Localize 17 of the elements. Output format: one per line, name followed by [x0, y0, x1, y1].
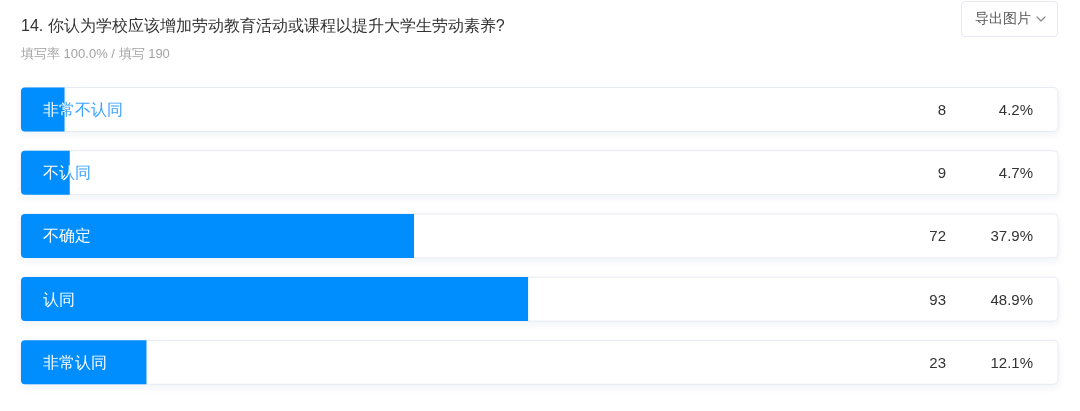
y-tick-label: 不确定 [43, 227, 91, 245]
chart-title: 14. 你认为学校应该增加劳动教育活动或课程以提升大学生劳动素养? [21, 16, 505, 36]
data-label: 48.9% [990, 290, 1033, 308]
annotation: 93 [929, 290, 946, 308]
annotation: 8 [937, 101, 946, 118]
annotation: 72 [929, 227, 946, 245]
bar [21, 340, 147, 385]
data-label: 4.7% [998, 164, 1033, 182]
annotation: 9 [937, 164, 946, 182]
chart-subtitle: 填写率 100.0% / 填写 190 [21, 45, 170, 63]
data-label: 4.2% [998, 101, 1033, 118]
annotation: 23 [929, 353, 946, 371]
y-tick-label: 非常认同 [43, 353, 107, 371]
data-label: 37.9% [990, 227, 1033, 245]
data-label: 12.1% [990, 353, 1033, 371]
y-tick-label: 认同 [43, 290, 75, 308]
dropdown-button: 导出图片 [961, 1, 1058, 37]
